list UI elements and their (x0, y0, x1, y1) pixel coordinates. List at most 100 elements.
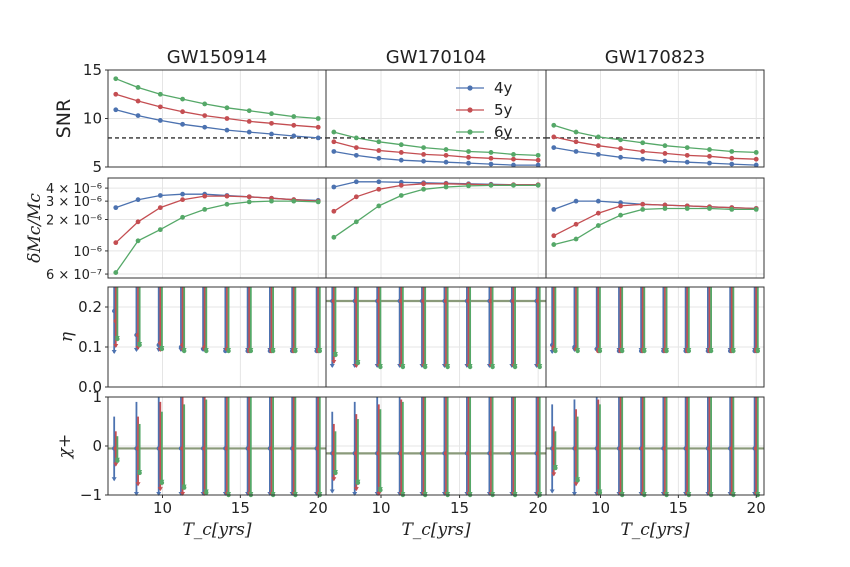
data-point-6y (664, 348, 669, 354)
data-point-4y (180, 121, 185, 127)
data-point-6y (443, 184, 449, 190)
data-point-6y (729, 149, 735, 154)
data-point-5y (398, 150, 404, 155)
data-point-6y (378, 487, 383, 493)
data-point-6y (662, 206, 668, 211)
column-title: GW170823 (605, 47, 705, 68)
error-cap-5y (331, 360, 337, 364)
y-axis-label: η (57, 331, 77, 342)
frame-layer (105, 69, 765, 498)
series-line-4y (115, 109, 319, 139)
series-line-6y (553, 124, 757, 154)
data-point-5y (157, 104, 163, 110)
data-point-4y (180, 191, 185, 197)
data-point-5y (398, 182, 404, 188)
data-point-4y (113, 107, 119, 113)
axes-frame (545, 177, 765, 279)
data-point-5y (511, 156, 516, 162)
data-point-6y (246, 199, 252, 205)
data-point-6y (291, 198, 297, 204)
series-line-5y (115, 93, 319, 128)
data-point-4y (729, 161, 735, 167)
data-point-4y (421, 158, 426, 164)
data-point-6y (445, 364, 450, 370)
data-point-6y (204, 348, 209, 354)
data-point-6y (553, 465, 558, 471)
series-line-6y (553, 207, 757, 246)
data-point-6y (640, 140, 646, 146)
data-point-6y (573, 129, 579, 135)
error-cap-4y (549, 489, 555, 494)
data-point-5y (269, 120, 274, 126)
column-title: GW170104 (386, 47, 486, 68)
data-point-5y (421, 181, 426, 187)
data-point-6y (686, 348, 692, 354)
data-point-5y (246, 194, 252, 200)
y-tick-label: 15 (83, 61, 102, 79)
data-point-5y (618, 146, 623, 151)
data-point-6y (331, 129, 337, 135)
data-point-6y (226, 348, 231, 354)
data-point-6y (684, 145, 690, 151)
y-axis-label: SNR (53, 99, 75, 138)
y-axis-label: δMc/Mc (25, 193, 45, 263)
data-point-6y (291, 114, 297, 119)
data-point-6y (355, 480, 361, 485)
data-point-4y (595, 198, 601, 204)
data-point-4y (511, 162, 516, 168)
x-tick-label: 20 (529, 499, 548, 517)
data-point-5y (376, 148, 382, 153)
y-tick-label: 2 × 10⁻⁶ (46, 214, 102, 229)
legend-label: 5y (494, 101, 513, 119)
data-point-6y (707, 206, 712, 211)
data-point-4y (595, 151, 601, 157)
data-point-5y (224, 116, 230, 121)
x-axis-label: T_c[yrs] (182, 520, 251, 540)
axes-frame (545, 69, 765, 168)
data-point-6y (619, 348, 625, 354)
data-point-4y (315, 135, 321, 141)
data-point-6y (421, 186, 426, 192)
data-point-6y (575, 348, 580, 354)
data-point-4y (376, 155, 382, 161)
error-cap-5y (180, 492, 186, 496)
series-line-5y (553, 203, 757, 237)
data-point-5y (618, 203, 623, 209)
y-axis-label: χ+ (55, 434, 75, 460)
data-point-5y (353, 145, 359, 151)
data-point-6y (317, 348, 323, 354)
data-point-5y (684, 152, 690, 158)
data-point-6y (315, 199, 321, 205)
data-point-5y (113, 91, 119, 97)
y-tick-label: 10 (83, 110, 102, 128)
y-tick-label: 0 (92, 437, 102, 455)
data-point-6y (755, 348, 761, 354)
data-point-4y (331, 149, 337, 154)
axes-frame (545, 396, 765, 496)
data-point-6y (137, 470, 142, 476)
x-tick-label: 15 (669, 499, 688, 517)
data-point-6y (224, 105, 230, 111)
error-cap-5y (551, 472, 557, 477)
x-axis-label: T_c[yrs] (620, 520, 689, 540)
data-point-5y (202, 113, 208, 118)
x-tick-label: 20 (747, 499, 766, 517)
data-point-6y (293, 348, 298, 354)
data-point-4y (398, 157, 404, 163)
data-point-6y (115, 458, 120, 463)
series-line-6y (115, 200, 319, 273)
data-point-5y (135, 219, 141, 225)
data-point-6y (181, 348, 187, 354)
series-line-4y (333, 150, 539, 166)
data-point-6y (618, 212, 623, 218)
data-point-5y (551, 233, 557, 239)
data-point-4y (246, 129, 252, 135)
data-point-5y (376, 186, 382, 192)
y-tick-label: 0.0 (78, 378, 102, 396)
data-point-6y (753, 207, 759, 212)
y-tick-label: 1 (92, 388, 102, 406)
legend-label: 4y (494, 79, 513, 97)
data-point-6y (135, 238, 141, 244)
data-point-4y (376, 179, 382, 185)
